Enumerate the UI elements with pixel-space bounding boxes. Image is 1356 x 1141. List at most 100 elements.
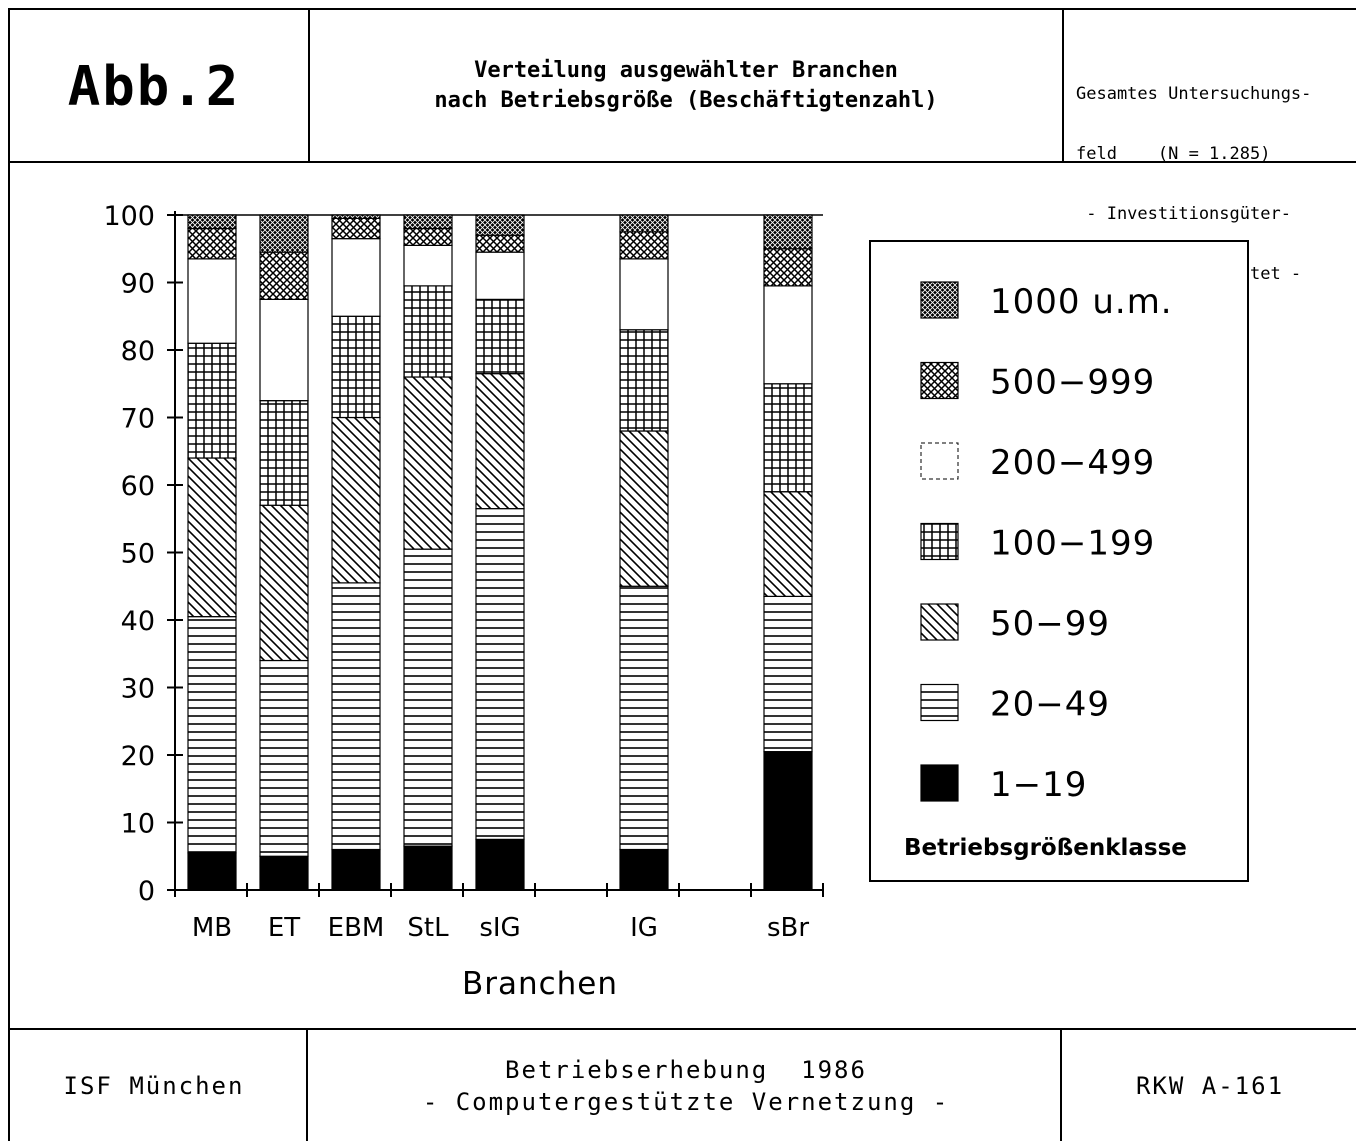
bar-segment-ET-0 <box>259 855 309 891</box>
bar-segment-StL-4 <box>403 244 453 287</box>
bar-segment-StL-5 <box>403 227 453 246</box>
y-tick-label-10: 10 <box>121 809 155 840</box>
y-tick-label-20: 20 <box>121 741 155 772</box>
bar-segment-EBM-1 <box>331 582 381 851</box>
legend-swatch-1 <box>920 361 959 400</box>
legend-label-1: 500−999 <box>990 363 1155 403</box>
bar-segment-ET-1 <box>259 659 309 857</box>
bar-segment-StL-3 <box>403 285 453 378</box>
sample-note-line-1: Gesamtes Untersuchungs- <box>1076 84 1312 104</box>
x-tick-label-StL: StL <box>407 913 449 943</box>
y-tick-label-60: 60 <box>121 471 155 502</box>
legend-label-2: 200−499 <box>990 443 1155 483</box>
bar-segment-MB-1 <box>187 616 237 854</box>
legend-label-3: 100−199 <box>990 524 1155 564</box>
institution-label: ISF München <box>63 1071 245 1100</box>
x-axis-title: Branchen <box>462 966 618 1002</box>
bar-segment-StL-0 <box>403 845 453 891</box>
bar-segment-sIG-2 <box>475 373 525 510</box>
y-tick-label-70: 70 <box>121 404 155 435</box>
legend-swatch-0 <box>920 281 959 319</box>
figure-label: Abb.2 <box>67 54 241 118</box>
bar-segment-sBr-1 <box>763 595 813 753</box>
sample-note-line-3: - Investitionsgüter- <box>1076 204 1291 224</box>
bar-segment-ET-2 <box>259 504 309 662</box>
legend-swatch-2 <box>920 442 959 480</box>
bar-segment-sBr-5 <box>763 248 813 287</box>
legend-label-5: 20−49 <box>990 685 1110 725</box>
bar-segment-MB-4 <box>187 258 237 344</box>
header-divider-2 <box>1062 8 1064 162</box>
bar-segment-EBM-0 <box>331 848 381 891</box>
axes: 0 10 20 30 40 50 60 70 80 90 100 MB ET EBM StL sIG IG sBr <box>103 201 824 943</box>
bar-segment-ET-3 <box>259 400 309 506</box>
bar-segment-sBr-0 <box>763 751 813 891</box>
bar-segment-ET-6 <box>259 214 309 253</box>
legend-swatch-3 <box>920 522 959 561</box>
bar-segment-IG-5 <box>619 231 669 260</box>
legend-title: Betriebsgrößenklasse <box>904 835 1187 861</box>
y-tick-label-40: 40 <box>121 606 155 637</box>
legend-swatch-4 <box>920 603 959 641</box>
bar-segment-ET-5 <box>259 251 309 300</box>
bar-segment-sBr-2 <box>763 491 813 597</box>
bar-segment-sBr-3 <box>763 383 813 493</box>
legend-label-4: 50−99 <box>990 604 1110 644</box>
header-divider-1 <box>308 8 310 162</box>
x-tick-label-sBr: sBr <box>767 913 809 943</box>
footer-divider-2 <box>1060 1028 1062 1141</box>
x-tick-label-EBM: EBM <box>328 913 385 943</box>
bar-segment-sIG-5 <box>475 234 525 253</box>
bar-segment-EBM-6 <box>331 214 381 219</box>
header-bottom-line <box>8 161 1356 163</box>
frame-left-line <box>8 8 10 1141</box>
x-tick-label-IG: IG <box>630 913 658 943</box>
x-tick-label-sIG: sIG <box>479 913 520 943</box>
bar-segment-StL-2 <box>403 376 453 550</box>
x-tick-label-MB: MB <box>192 913 232 943</box>
bar-segment-IG-6 <box>619 214 669 233</box>
legend-swatch-5 <box>920 683 959 722</box>
bar-segment-IG-2 <box>619 430 669 587</box>
bar-segment-EBM-2 <box>331 416 381 584</box>
legend: 1000 u.m. 500−999 200−499 100−199 50−99 20−49… <box>869 240 1249 882</box>
title-line-2: nach Betriebsgröße (Beschäftigtenzahl) <box>434 88 938 113</box>
bar-segment-IG-1 <box>619 585 669 851</box>
reference-code: RKW A-161 <box>1135 1071 1285 1100</box>
bar-segment-StL-6 <box>403 214 453 230</box>
bar-segment-sIG-6 <box>475 214 525 236</box>
y-tick-label-0: 0 <box>138 876 155 907</box>
legend-label-6: 1−19 <box>990 765 1087 805</box>
y-tick-label-90: 90 <box>121 269 155 300</box>
x-tick-label-ET: ET <box>268 913 300 943</box>
bar-segment-EBM-4 <box>331 238 381 317</box>
bar-segment-IG-0 <box>619 848 669 891</box>
survey-label: Betriebserhebung 1986 - Computergestützt… <box>310 1030 1062 1141</box>
bar-segment-MB-3 <box>187 342 237 459</box>
footer-divider-1 <box>306 1028 308 1141</box>
bar-segment-MB-0 <box>187 852 237 891</box>
bar-segment-EBM-5 <box>331 217 381 240</box>
y-tick-label-50: 50 <box>121 539 155 570</box>
y-tick-label-30: 30 <box>121 674 155 705</box>
bars <box>187 214 813 891</box>
bar-segment-IG-4 <box>619 258 669 331</box>
sample-note-line-2: feld (N = 1.285) <box>1076 144 1271 164</box>
y-tick-label-80: 80 <box>121 336 155 367</box>
frame-top-line <box>8 8 1356 10</box>
bar-segment-ET-4 <box>259 298 309 402</box>
title-line-1: Verteilung ausgewählter Branchen <box>474 58 898 83</box>
legend-label-0: 1000 u.m. <box>990 282 1173 322</box>
bar-segment-MB-6 <box>187 214 237 230</box>
bar-segment-sBr-6 <box>763 214 813 250</box>
figure-title: Verteilung ausgewählter Branchen nach Be… <box>310 10 1062 162</box>
bar-segment-sIG-1 <box>475 508 525 840</box>
bar-segment-sIG-4 <box>475 251 525 300</box>
legend-swatch-6 <box>920 764 959 802</box>
survey-line-1: Betriebserhebung 1986 <box>505 1055 867 1084</box>
bar-segment-StL-1 <box>403 548 453 847</box>
bar-segment-MB-2 <box>187 457 237 618</box>
survey-line-2: - Computergestützte Vernetzung - <box>422 1087 950 1116</box>
